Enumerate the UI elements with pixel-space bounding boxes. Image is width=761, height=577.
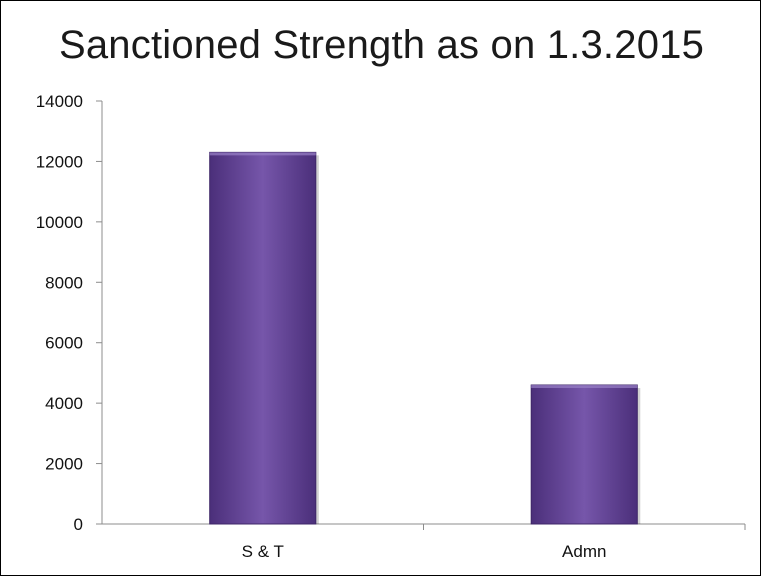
y-tick-label: 6000 bbox=[45, 334, 83, 353]
chart-title: Sanctioned Strength as on 1.3.2015 bbox=[58, 23, 705, 67]
x-axis: S & T Admn bbox=[102, 523, 746, 561]
y-tick-label: 12000 bbox=[36, 152, 83, 171]
bars bbox=[209, 151, 641, 525]
x-tick-label: S & T bbox=[242, 542, 284, 561]
y-tick-label: 8000 bbox=[45, 273, 83, 292]
y-axis: 0 2000 4000 6000 8000 10000 12000 14000 bbox=[36, 92, 103, 534]
bar bbox=[530, 384, 638, 525]
y-tick-label: 0 bbox=[74, 515, 83, 534]
bar-top-highlight bbox=[209, 152, 316, 156]
y-tick-label: 2000 bbox=[45, 455, 83, 474]
y-tick-label: 14000 bbox=[36, 92, 83, 111]
y-tick-label: 4000 bbox=[45, 394, 83, 413]
bar-top-highlight bbox=[531, 385, 638, 389]
x-tick-label: Admn bbox=[562, 542, 606, 561]
bar bbox=[209, 151, 317, 525]
y-tick-label: 10000 bbox=[36, 213, 83, 232]
